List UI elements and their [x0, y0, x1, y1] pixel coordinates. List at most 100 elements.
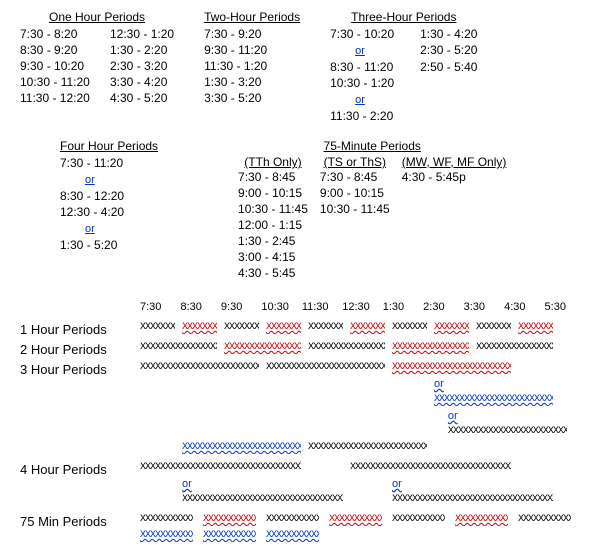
timeline-track: XXXXXXXXXXXXXXXXXXXXXXXXXXXXXXXXXXXXXXXX… — [140, 530, 585, 544]
timeline-track: XXXXXXXXXXXXXXXXXXXXXXXXXXXXXXXXXXXXXXXX… — [140, 362, 585, 376]
timeline-bar: XXXXXXXXXXXXXXXXXXXXXXXXXXXXXXXXXXXXXXXX… — [203, 514, 256, 526]
timeline-row: 3 Hour PeriodsXXXXXXXXXXXXXXXXXXXXXXXXXX… — [20, 361, 585, 377]
timeline-row-label: 2 Hour Periods — [20, 342, 140, 357]
timeline-track: oror — [140, 478, 585, 492]
two-hour-title: Two-Hour Periods — [204, 10, 300, 24]
timeline-row: or — [20, 409, 585, 425]
timeline-bar: XXXXXXXXXXXXXXXXXXXXXXXXXXXXXXXXXXXXXXXX… — [392, 514, 445, 526]
timeline-tick: 11:30 — [302, 301, 342, 313]
timeline-bar: XXXXXXXXXXXXXXXXXXXXXXXXXXXXXXXXXXXXXXXX… — [224, 322, 259, 334]
timeline-tick: 8:30 — [180, 301, 220, 313]
timeline-row-label: 75 Min Periods — [20, 514, 140, 529]
two-hour-row: 3:30 - 5:20 — [204, 90, 300, 106]
three-hour-row: 11:30 - 2:20 — [330, 108, 477, 124]
seventyfive-row — [402, 265, 507, 281]
four-hour-row: or — [60, 220, 158, 237]
timeline-bar: XXXXXXXXXXXXXXXXXXXXXXXXXXXXXXXXXXXXXXXX… — [476, 322, 511, 334]
timeline-tick: 2:30 — [423, 301, 463, 313]
timeline-track: XXXXXXXXXXXXXXXXXXXXXXXXXXXXXXXXXXXXXXXX… — [140, 494, 585, 508]
timeline-bar: XXXXXXXXXXXXXXXXXXXXXXXXXXXXXXXXXXXXXXXX… — [140, 530, 193, 542]
timeline-track: XXXXXXXXXXXXXXXXXXXXXXXXXXXXXXXXXXXXXXXX… — [140, 462, 585, 476]
timeline-row: 2 Hour PeriodsXXXXXXXXXXXXXXXXXXXXXXXXXX… — [20, 341, 585, 357]
two-hour-block: Two-Hour Periods 7:30 - 9:209:30 - 11:20… — [204, 10, 300, 124]
timeline-bar: XXXXXXXXXXXXXXXXXXXXXXXXXXXXXXXXXXXXXXXX… — [455, 514, 508, 526]
timeline-track: XXXXXXXXXXXXXXXXXXXXXXXXXXXXXXXXXXXXXXXX… — [140, 342, 585, 356]
timeline-bar: XXXXXXXXXXXXXXXXXXXXXXXXXXXXXXXXXXXXXXXX… — [140, 322, 175, 334]
seventyfive-subtitle: (TS or ThS) — [320, 155, 390, 169]
seventyfive-row — [320, 249, 390, 265]
timeline-bar: XXXXXXXXXXXXXXXXXXXXXXXXXXXXXXXXXXXXXXXX… — [266, 530, 319, 542]
seventyfive-row: 7:30 - 8:45 — [320, 169, 390, 185]
one-hour-row: 7:30 - 8:2012:30 - 1:20 — [20, 26, 174, 42]
timeline-track: XXXXXXXXXXXXXXXXXXXXXXXXXXXXXXXXXXXXXXXX… — [140, 426, 585, 440]
timeline-bar: XXXXXXXXXXXXXXXXXXXXXXXXXXXXXXXXXXXXXXXX… — [392, 362, 511, 374]
timeline: 7:308:309:3010:3011:3012:301:302:303:304… — [20, 301, 585, 549]
timeline-bar: XXXXXXXXXXXXXXXXXXXXXXXXXXXXXXXXXXXXXXXX… — [140, 342, 217, 354]
timeline-row: XXXXXXXXXXXXXXXXXXXXXXXXXXXXXXXXXXXXXXXX… — [20, 425, 585, 441]
seventyfive-row — [320, 233, 390, 249]
timeline-track: XXXXXXXXXXXXXXXXXXXXXXXXXXXXXXXXXXXXXXXX… — [140, 514, 585, 528]
four-hour-block: Four Hour Periods 7:30 - 11:20 or 8:30 - 1… — [60, 139, 158, 281]
two-hour-row: 1:30 - 3:20 — [204, 74, 300, 90]
seventyfive-row: 3:00 - 4:15 — [238, 249, 308, 265]
seventyfive-row — [320, 217, 390, 233]
timeline-header: 7:308:309:3010:3011:3012:301:302:303:304… — [140, 301, 585, 313]
seventyfive-subtitle: (TTh Only) — [238, 155, 308, 169]
timeline-row-label: 1 Hour Periods — [20, 322, 140, 337]
timeline-bar: XXXXXXXXXXXXXXXXXXXXXXXXXXXXXXXXXXXXXXXX… — [266, 362, 385, 374]
seventyfive-row: 9:00 - 10:15 — [320, 185, 390, 201]
four-hour-row: 7:30 - 11:20 — [60, 155, 158, 171]
seventyfive-row — [402, 249, 507, 265]
timeline-bar: XXXXXXXXXXXXXXXXXXXXXXXXXXXXXXXXXXXXXXXX… — [266, 514, 319, 526]
timeline-bar: XXXXXXXXXXXXXXXXXXXXXXXXXXXXXXXXXXXXXXXX… — [182, 442, 301, 454]
timeline-bar: XXXXXXXXXXXXXXXXXXXXXXXXXXXXXXXXXXXXXXXX… — [140, 362, 259, 374]
timeline-tick: 9:30 — [221, 301, 261, 313]
timeline-or: or — [448, 410, 458, 422]
timeline-bar: XXXXXXXXXXXXXXXXXXXXXXXXXXXXXXXXXXXXXXXX… — [434, 394, 553, 406]
timeline-tick: 10:30 — [261, 301, 301, 313]
three-hour-row: 7:30 - 10:201:30 - 4:20 — [330, 26, 477, 42]
four-hour-row: 1:30 - 5:20 — [60, 237, 158, 253]
timeline-bar: XXXXXXXXXXXXXXXXXXXXXXXXXXXXXXXXXXXXXXXX… — [182, 494, 343, 506]
one-hour-row: 8:30 - 9:201:30 - 2:20 — [20, 42, 174, 58]
timeline-bar: XXXXXXXXXXXXXXXXXXXXXXXXXXXXXXXXXXXXXXXX… — [392, 322, 427, 334]
seventyfive-row: 4:30 - 5:45 — [238, 265, 308, 281]
two-hour-row: 9:30 - 11:20 — [204, 42, 300, 58]
timeline-bar: XXXXXXXXXXXXXXXXXXXXXXXXXXXXXXXXXXXXXXXX… — [140, 462, 301, 474]
timeline-tick: 12:30 — [342, 301, 382, 313]
top-tables: One Hour Periods 7:30 - 8:2012:30 - 1:20… — [20, 10, 585, 124]
seventyfive-row: 1:30 - 2:45 — [238, 233, 308, 249]
seventyfive-row: 10:30 - 11:45 — [320, 201, 390, 217]
timeline-bar: XXXXXXXXXXXXXXXXXXXXXXXXXXXXXXXXXXXXXXXX… — [266, 322, 301, 334]
timeline-row-label: 4 Hour Periods — [20, 462, 140, 477]
timeline-bar: XXXXXXXXXXXXXXXXXXXXXXXXXXXXXXXXXXXXXXXX… — [329, 514, 382, 526]
timeline-tick: 3:30 — [464, 301, 504, 313]
three-hour-row: or — [330, 91, 477, 108]
timeline-track: XXXXXXXXXXXXXXXXXXXXXXXXXXXXXXXXXXXXXXXX… — [140, 322, 585, 336]
timeline-row: 4 Hour PeriodsXXXXXXXXXXXXXXXXXXXXXXXXXX… — [20, 461, 585, 477]
timeline-track: or — [140, 378, 585, 392]
timeline-bar: XXXXXXXXXXXXXXXXXXXXXXXXXXXXXXXXXXXXXXXX… — [434, 322, 469, 334]
timeline-bar: XXXXXXXXXXXXXXXXXXXXXXXXXXXXXXXXXXXXXXXX… — [140, 514, 193, 526]
timeline-bar: XXXXXXXXXXXXXXXXXXXXXXXXXXXXXXXXXXXXXXXX… — [392, 494, 553, 506]
four-hour-row: 12:30 - 4:20 — [60, 204, 158, 220]
timeline-bar: XXXXXXXXXXXXXXXXXXXXXXXXXXXXXXXXXXXXXXXX… — [392, 342, 469, 354]
one-hour-block: One Hour Periods 7:30 - 8:2012:30 - 1:20… — [20, 10, 174, 124]
seventyfive-col: (MW, WF, MF Only)4:30 - 5:45p — [402, 155, 507, 281]
timeline-row: XXXXXXXXXXXXXXXXXXXXXXXXXXXXXXXXXXXXXXXX… — [20, 441, 585, 457]
seventyfive-block: 75-Minute Periods (TTh Only)7:30 - 8:459… — [238, 139, 506, 281]
seventyfive-row: 10:30 - 11:45 — [238, 201, 308, 217]
timeline-bar: XXXXXXXXXXXXXXXXXXXXXXXXXXXXXXXXXXXXXXXX… — [308, 442, 427, 454]
seventyfive-row — [402, 201, 507, 217]
timeline-tick: 4:30 — [504, 301, 544, 313]
seventyfive-row — [402, 217, 507, 233]
three-hour-row: 10:30 - 1:20 — [330, 75, 477, 91]
timeline-bar: XXXXXXXXXXXXXXXXXXXXXXXXXXXXXXXXXXXXXXXX… — [350, 322, 385, 334]
seventyfive-col: (TS or ThS)7:30 - 8:459:00 - 10:1510:30 … — [320, 155, 390, 281]
timeline-row: or — [20, 377, 585, 393]
four-hour-title: Four Hour Periods — [60, 139, 158, 153]
four-hour-row: 8:30 - 12:20 — [60, 188, 158, 204]
three-hour-title: Three-Hour Periods — [330, 10, 477, 24]
timeline-tick: 1:30 — [383, 301, 423, 313]
one-hour-row: 11:30 - 12:204:30 - 5:20 — [20, 90, 174, 106]
